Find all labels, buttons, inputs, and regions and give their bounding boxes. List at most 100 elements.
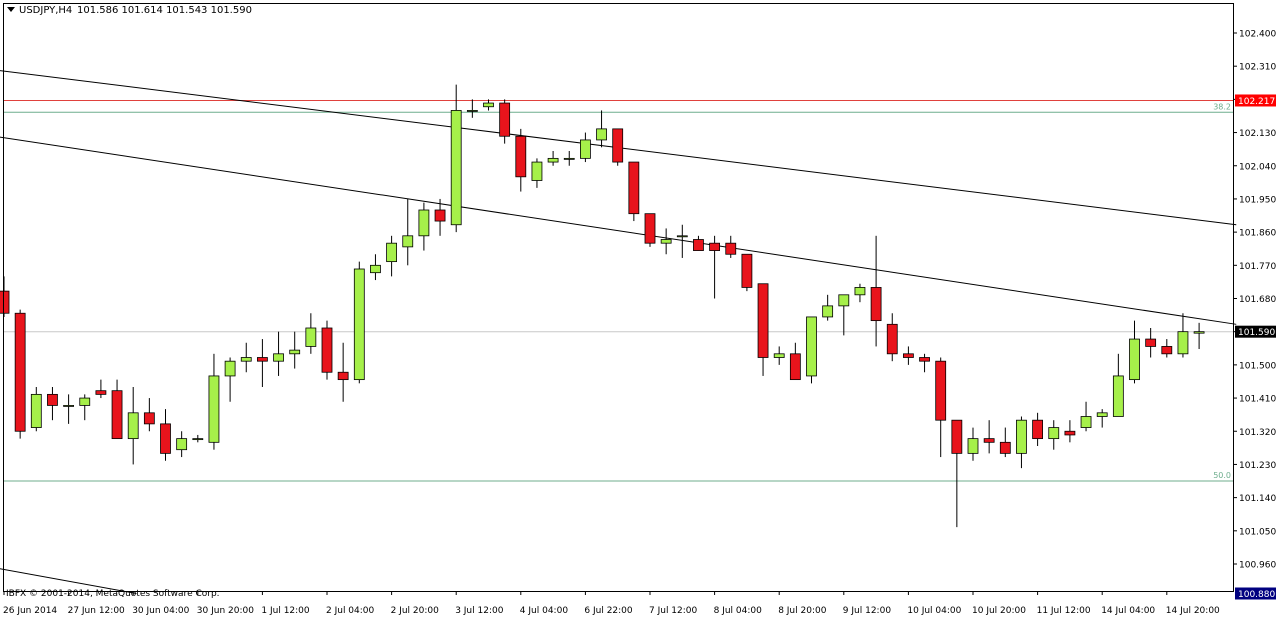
- candle[interactable]: [709, 235, 720, 299]
- candle[interactable]: [353, 261, 365, 384]
- candle[interactable]: [886, 313, 898, 362]
- candle[interactable]: [644, 213, 656, 247]
- x-tick-label: 2 Jul 04:00: [326, 606, 375, 616]
- candle[interactable]: [903, 346, 914, 365]
- candle[interactable]: [466, 99, 478, 118]
- candle[interactable]: [983, 420, 995, 454]
- candle[interactable]: [305, 313, 317, 354]
- candle[interactable]: [580, 132, 591, 163]
- x-tick-label: 2 Jul 20:00: [391, 606, 440, 616]
- candle[interactable]: [14, 309, 26, 439]
- candle[interactable]: [919, 353, 930, 373]
- candle[interactable]: [854, 283, 866, 303]
- candle[interactable]: [127, 387, 139, 465]
- candle[interactable]: [596, 110, 607, 148]
- candle[interactable]: [176, 431, 188, 458]
- candle[interactable]: [1096, 409, 1108, 428]
- candle[interactable]: [1193, 322, 1205, 350]
- candle[interactable]: [725, 235, 737, 258]
- candle[interactable]: [999, 427, 1011, 458]
- bottom-marker-price-tag-text: 100.880: [1238, 590, 1275, 600]
- x-tick-label: 8 Jul 04:00: [714, 606, 763, 616]
- candle[interactable]: [1080, 401, 1092, 432]
- candle[interactable]: [838, 294, 850, 336]
- candle[interactable]: [547, 151, 559, 166]
- candle[interactable]: [434, 198, 446, 236]
- candle[interactable]: [321, 320, 333, 380]
- candle[interactable]: [531, 158, 543, 188]
- candle[interactable]: [935, 357, 947, 458]
- candle[interactable]: [289, 331, 301, 369]
- candle[interactable]: [418, 202, 430, 251]
- candle[interactable]: [660, 228, 672, 255]
- candle[interactable]: [773, 346, 785, 365]
- candle[interactable]: [1016, 416, 1027, 469]
- candle[interactable]: [563, 151, 575, 166]
- candle[interactable]: [499, 99, 511, 144]
- candle[interactable]: [483, 99, 494, 111]
- candle[interactable]: [95, 379, 107, 399]
- candle[interactable]: [192, 434, 204, 443]
- candle[interactable]: [337, 342, 349, 402]
- price-axis[interactable]: 102.400102.310102.220102.130102.040101.9…: [1233, 30, 1276, 571]
- candle[interactable]: [741, 253, 753, 292]
- candle[interactable]: [143, 398, 155, 432]
- y-tick-label: 102.400: [1239, 30, 1276, 40]
- candle[interactable]: [967, 427, 979, 461]
- candle[interactable]: [1112, 353, 1124, 417]
- candle[interactable]: [951, 419, 963, 528]
- candle-body-bullish: [531, 161, 543, 181]
- candle[interactable]: [1032, 412, 1043, 446]
- candle[interactable]: [240, 342, 252, 373]
- candle[interactable]: [757, 283, 769, 376]
- candle[interactable]: [30, 387, 42, 432]
- candle[interactable]: [789, 342, 801, 381]
- candle-body-bearish: [886, 323, 898, 355]
- candle[interactable]: [63, 394, 74, 424]
- candle[interactable]: [47, 387, 58, 421]
- candle[interactable]: [1161, 339, 1173, 358]
- candle[interactable]: [693, 235, 704, 251]
- candle-body-bullish: [822, 305, 834, 318]
- candle[interactable]: [806, 316, 817, 384]
- candle[interactable]: [1177, 313, 1189, 358]
- lower-trend-line[interactable]: [0, 568, 137, 594]
- candle[interactable]: [515, 128, 527, 192]
- candle[interactable]: [1145, 328, 1157, 358]
- x-tick-label: 4 Jul 04:00: [520, 606, 569, 616]
- candle[interactable]: [822, 294, 834, 321]
- candle[interactable]: [79, 394, 91, 421]
- lower-channel-line[interactable]: [0, 136, 1237, 325]
- x-tick-label: 10 Jul 04:00: [907, 606, 961, 616]
- candle-body-bullish: [967, 438, 979, 454]
- triangle-down-icon[interactable]: [7, 7, 15, 12]
- candle[interactable]: [870, 235, 882, 347]
- candle[interactable]: [612, 128, 624, 166]
- candle[interactable]: [111, 379, 123, 440]
- candle[interactable]: [402, 198, 414, 266]
- y-tick-label: 101.950: [1239, 195, 1276, 205]
- candle[interactable]: [1048, 420, 1060, 450]
- candle[interactable]: [386, 235, 398, 277]
- y-tick-label: 101.770: [1239, 262, 1276, 272]
- candle[interactable]: [1129, 320, 1140, 384]
- time-axis[interactable]: 26 Jun 2014 27 Jun 12:00 30 Jun 04:00 30 Ju…: [3, 591, 1220, 616]
- candle[interactable]: [273, 331, 284, 376]
- candle[interactable]: [370, 254, 381, 281]
- candle[interactable]: [208, 353, 220, 450]
- candle[interactable]: [160, 409, 171, 461]
- candle[interactable]: [676, 224, 688, 258]
- candle-body-bearish: [14, 312, 26, 432]
- candle[interactable]: [224, 357, 236, 402]
- candle-body-bullish: [1080, 416, 1092, 428]
- candle-body-bearish: [111, 390, 123, 440]
- candle[interactable]: [628, 161, 640, 222]
- resistance-price-tag: [1235, 94, 1276, 107]
- candle-body-bearish: [919, 357, 930, 362]
- candle-body-bullish: [370, 264, 381, 274]
- candle[interactable]: [1064, 420, 1076, 443]
- candle[interactable]: [256, 339, 268, 387]
- candle[interactable]: [450, 84, 462, 233]
